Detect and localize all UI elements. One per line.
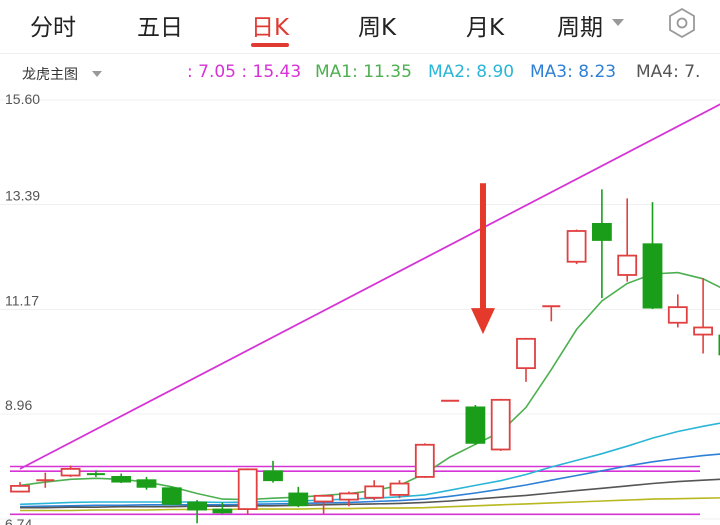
candle-body <box>187 501 208 511</box>
tab-zhouqi[interactable]: 周期 <box>557 15 603 41</box>
candle-body <box>10 484 30 493</box>
candle-body <box>490 398 511 451</box>
divider <box>0 53 720 54</box>
indicator-value-ma2: MA2: 8.90 <box>428 62 515 82</box>
chevron-down-icon[interactable] <box>92 71 102 77</box>
candle-body <box>60 467 81 477</box>
candle-body <box>465 406 486 444</box>
candle-body <box>566 230 587 263</box>
candle-body <box>288 492 309 507</box>
indicator-value-main: : 7.05 : 15.43 <box>187 62 302 82</box>
trend-line <box>19 103 720 470</box>
candle-body <box>111 476 132 483</box>
indicator-value-ma3: MA3: 8.23 <box>530 62 617 82</box>
candle-body <box>617 254 638 276</box>
y-axis-tick-label: 11.17 <box>5 293 39 309</box>
candle-body <box>693 326 713 336</box>
ma-line-ma5 <box>20 497 720 512</box>
candle-body <box>592 223 612 241</box>
ma-line-ma3 <box>19 453 720 508</box>
period-tab-bar: 分时 五日 日K 周K 月K 周期 <box>0 0 720 50</box>
candle-body <box>389 482 410 496</box>
kline-chart[interactable]: 15.60 13.39 11.17 8.96 6.74 <box>0 88 720 525</box>
indicator-row: 龙虎主图 : 7.05 : 15.43 MA1: 11.35 MA2: 8.90… <box>0 54 720 88</box>
y-axis-tick-label: 6.74 <box>5 516 32 525</box>
candle-body <box>642 243 663 309</box>
tab-wuri[interactable]: 五日 <box>137 15 183 41</box>
annotation-arrow-head <box>470 308 495 335</box>
tab-fenshi[interactable]: 分时 <box>30 15 76 41</box>
candle-body <box>414 443 435 478</box>
candle-body <box>136 479 157 488</box>
candle-body <box>364 485 385 499</box>
candle-body <box>212 508 233 514</box>
candle-body <box>667 306 688 324</box>
y-axis-tick-label: 15.60 <box>5 91 40 107</box>
tab-rik[interactable]: 日K <box>250 15 290 41</box>
candle-body <box>338 492 359 501</box>
candle-body <box>237 468 258 510</box>
tab-yuek[interactable]: 月K <box>465 15 505 41</box>
chevron-down-icon <box>612 19 624 26</box>
ma-line-ma4 <box>20 478 720 509</box>
candle-body <box>313 494 334 503</box>
annotation-arrow-shaft <box>479 183 486 311</box>
y-axis-tick-label: 8.96 <box>5 397 32 413</box>
indicator-value-ma1: MA1: 11.35 <box>315 62 412 82</box>
kline-chart-svg[interactable]: 15.60 13.39 11.17 8.96 6.74 <box>0 88 720 525</box>
ma-line-ma1 <box>19 271 720 501</box>
active-tab-underline <box>251 43 289 47</box>
indicator-selector[interactable]: 龙虎主图 <box>22 67 78 83</box>
tab-zhouk[interactable]: 周K <box>357 15 397 41</box>
candle-body <box>161 487 182 505</box>
settings-icon[interactable] <box>666 7 698 39</box>
candle-body <box>516 337 536 370</box>
y-axis-tick-label: 13.39 <box>5 188 40 204</box>
indicator-value-ma4: MA4: 7. <box>636 62 701 82</box>
candle-body <box>263 470 283 482</box>
